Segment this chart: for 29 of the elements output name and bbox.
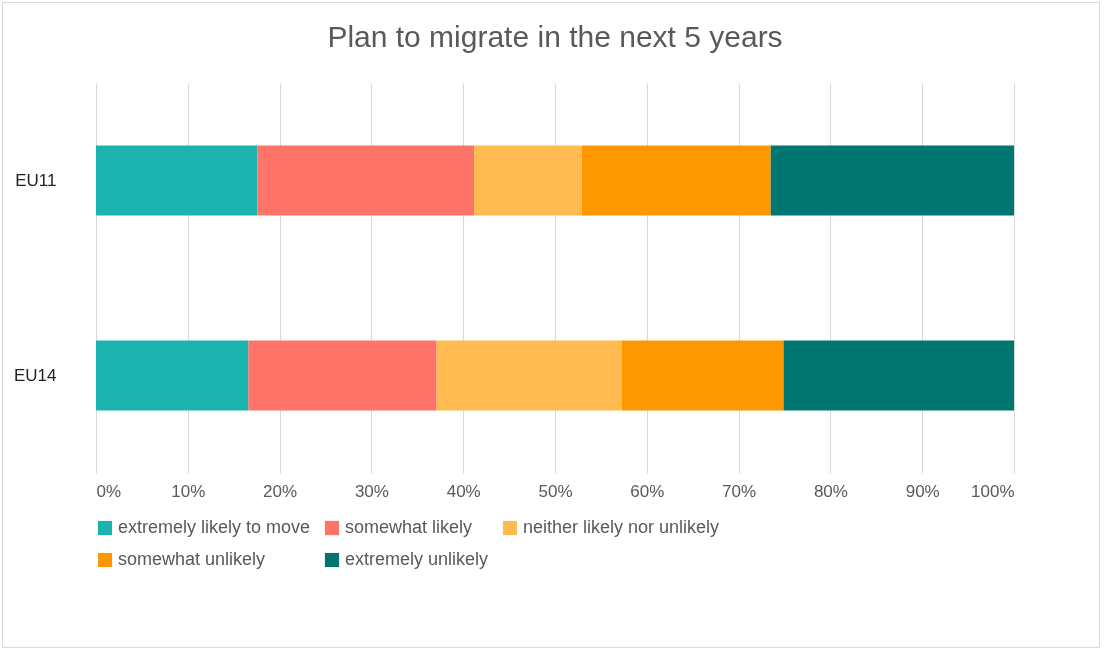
chart-title: Plan to migrate in the next 5 years: [327, 20, 783, 53]
y-tick-label: EU14: [13, 365, 57, 385]
x-tick-label: 20%: [263, 481, 298, 501]
x-tick-label: 10%: [171, 481, 206, 501]
bar: [474, 145, 582, 216]
x-tick-label: 40%: [446, 481, 481, 501]
x-tick-label: 90%: [905, 481, 940, 501]
legend-label: extremely unlikely: [345, 549, 489, 569]
x-tick-label: 50%: [538, 481, 573, 501]
legend-label: somewhat likely: [345, 517, 473, 537]
bar: [783, 340, 1014, 411]
bar: [96, 340, 249, 411]
legend-label: extremely likely to move: [118, 517, 311, 537]
bar: [581, 145, 771, 216]
x-tick-label: 30%: [354, 481, 389, 501]
bar: [622, 340, 784, 411]
x-tick-label: 100%: [971, 481, 1015, 501]
x-tick-label: 60%: [630, 481, 665, 501]
y-tick-label: EU11: [15, 170, 57, 190]
x-tick-label: 70%: [722, 481, 757, 501]
bar: [96, 145, 258, 216]
bar: [248, 340, 437, 411]
bar: [436, 340, 623, 411]
legend-label: neither likely nor unlikely: [523, 517, 720, 537]
x-tick-label: 80%: [813, 481, 848, 501]
x-tick-label: 0%: [96, 481, 122, 501]
legend-label: somewhat unlikely: [118, 549, 266, 569]
bar: [257, 145, 475, 216]
bar: [770, 145, 1014, 216]
